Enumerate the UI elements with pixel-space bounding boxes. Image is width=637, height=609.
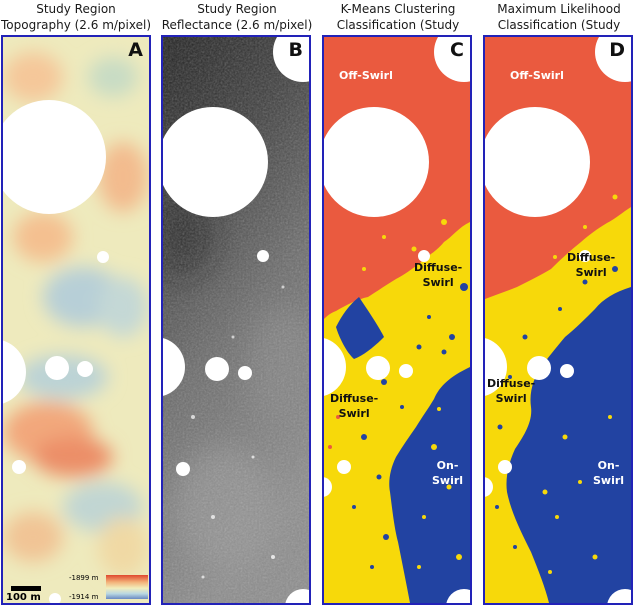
kmeans-classification-image <box>324 37 470 603</box>
panel-b-title-line1: Study Region <box>197 2 277 16</box>
panel-c-title-line1: K-Means Clustering <box>340 2 456 16</box>
scale-bar-label: 100 m <box>6 592 41 603</box>
panel-b-title: Study Region Reflectance (2.6 m/pixel) <box>157 1 317 33</box>
panel-a-topography-map: A 100 m -1899 m -1914 m <box>1 35 151 605</box>
panel-c-diffuse-2-line1: Diffuse- <box>330 392 379 405</box>
max-likelihood-classification-image <box>485 37 631 603</box>
panel-d-diffuse-2-line2: Swirl <box>495 392 527 405</box>
panel-c-on-swirl-label: On- Swirl <box>432 458 463 488</box>
panel-c-diffuse-swirl-label-1: Diffuse- Swirl <box>414 260 462 290</box>
panel-d-diffuse-1-line2: Swirl <box>575 266 607 279</box>
panel-d-off-swirl-label: Off-Swirl <box>510 69 564 82</box>
panel-c-off-swirl-label: Off-Swirl <box>339 69 393 82</box>
panel-a-letter: A <box>128 39 143 61</box>
panel-c-on-swirl-line2: Swirl <box>432 474 464 487</box>
panel-a-title: Study Region Topography (2.6 m/pixel) <box>0 1 156 33</box>
panel-d-diffuse-swirl-label-1: Diffuse- Swirl <box>567 250 615 280</box>
panel-c-diffuse-2-line2: Swirl <box>338 407 370 420</box>
panel-a-title-line1: Study Region <box>36 2 116 16</box>
panel-c-on-swirl-line1: On- <box>436 459 459 472</box>
panel-c-diffuse-1-line2: Swirl <box>422 276 454 289</box>
topography-image <box>3 37 149 603</box>
panel-c-diffuse-swirl-label-2: Diffuse- Swirl <box>330 391 378 421</box>
panel-d-diffuse-1-line1: Diffuse- <box>567 251 616 264</box>
panel-d-diffuse-swirl-label-2: Diffuse- Swirl <box>487 376 535 406</box>
panel-b-letter: B <box>288 39 303 61</box>
panel-b-reflectance-map: B <box>161 35 311 605</box>
elevation-legend-min: -1914 m <box>69 593 99 601</box>
panel-d-letter: D <box>609 39 625 61</box>
panel-b-title-line2: Reflectance (2.6 m/pixel) <box>161 18 313 32</box>
panel-c-diffuse-1-line1: Diffuse- <box>414 261 463 274</box>
scale-bar <box>11 586 41 591</box>
panel-d-max-likelihood-map: D Off-Swirl Diffuse- Swirl Diffuse- Swir… <box>483 35 633 605</box>
elevation-color-legend <box>106 575 148 599</box>
panel-d-on-swirl-label: On- Swirl <box>593 458 624 488</box>
panel-c-kmeans-map: C Off-Swirl Diffuse- Swirl Diffuse- Swir… <box>322 35 472 605</box>
panel-d-title-line1: Maximum Likelihood <box>497 2 621 16</box>
panel-a-title-line2: Topography (2.6 m/pixel) <box>0 18 152 32</box>
elevation-legend-max: -1899 m <box>69 574 99 582</box>
reflectance-image <box>163 37 309 603</box>
panel-d-on-swirl-line2: Swirl <box>593 474 625 487</box>
panel-d-on-swirl-line1: On- <box>597 459 620 472</box>
panel-c-letter: C <box>450 39 464 61</box>
panel-d-diffuse-2-line1: Diffuse- <box>487 377 536 390</box>
